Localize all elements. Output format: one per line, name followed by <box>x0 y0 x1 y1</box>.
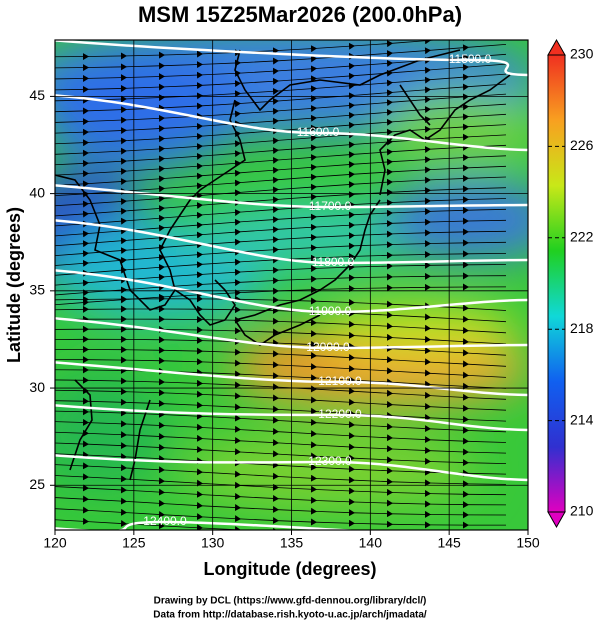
y-tick-label: 25 <box>29 476 45 492</box>
contour-line <box>55 454 528 482</box>
x-tick-label: 145 <box>437 535 461 551</box>
x-tick-label: 130 <box>201 535 225 551</box>
height-contours <box>55 40 528 530</box>
contour-line <box>55 269 528 314</box>
y-tick-label: 30 <box>29 379 45 395</box>
contour-line <box>55 40 528 77</box>
contour-labels: 11500.0 11600.0 11700.0 11800.0 11900.0 12000… <box>143 52 491 528</box>
y-tick-label: 45 <box>29 87 45 103</box>
contour-label: 11600.0 <box>297 125 340 139</box>
x-tick-label: 120 <box>43 535 67 551</box>
y-axis-label: Latitude (degrees) <box>4 207 24 363</box>
streamline <box>55 517 469 530</box>
footer-credit: Drawing by DCL (https://www.gfd-dennou.o… <box>154 596 427 607</box>
y-tick-label: 35 <box>29 282 45 298</box>
contour-label: 11800.0 <box>312 255 355 269</box>
map-title: MSM 15Z25Mar2026 (200.0hPa) <box>138 2 462 27</box>
colorbar-top-arrow <box>547 38 566 56</box>
colorbar: 210 214 218 222 226 230 <box>547 38 594 529</box>
colorbar-scale <box>547 54 566 513</box>
contour-line <box>55 520 359 530</box>
x-tick-label: 140 <box>359 535 383 551</box>
contour-label: 11500.0 <box>449 52 492 66</box>
contour-label: 12000.0 <box>306 340 350 354</box>
contour-label: 12400.0 <box>143 514 187 528</box>
x-tick-label: 135 <box>280 535 304 551</box>
x-tick-label: 150 <box>516 535 540 551</box>
contour-label: 12300.0 <box>308 454 352 468</box>
contour-label: 12200.0 <box>318 407 362 421</box>
x-tick-label: 125 <box>122 535 146 551</box>
colorbar-tick-label: 230 <box>570 46 594 62</box>
contour-label: 12100.0 <box>318 374 362 388</box>
colorbar-tick-label: 226 <box>570 137 594 153</box>
axes: 120 125 130 135 140 145 150 25 30 35 40 45 <box>29 87 539 551</box>
streamlines <box>55 40 507 530</box>
contour-line <box>55 219 528 265</box>
contour-line <box>55 94 528 152</box>
colorbar-tick-label: 222 <box>570 229 594 245</box>
contour-line <box>55 361 528 397</box>
contour-line <box>55 404 528 432</box>
colorbar-tick-label: 218 <box>570 320 594 336</box>
field <box>55 40 528 530</box>
contour-line <box>55 317 528 350</box>
colorbar-tick-label: 214 <box>570 411 594 427</box>
footer-source: Data from http://database.rish.kyoto-u.a… <box>153 610 427 621</box>
grid <box>55 40 528 530</box>
colorbar-bottom-arrow <box>547 511 566 529</box>
contour-label: 11700.0 <box>309 199 352 213</box>
contour-label: 11900.0 <box>309 304 352 318</box>
x-axis-label: Longitude (degrees) <box>203 559 376 579</box>
y-tick-label: 40 <box>29 184 45 200</box>
colorbar-tick-label: 210 <box>570 503 594 519</box>
